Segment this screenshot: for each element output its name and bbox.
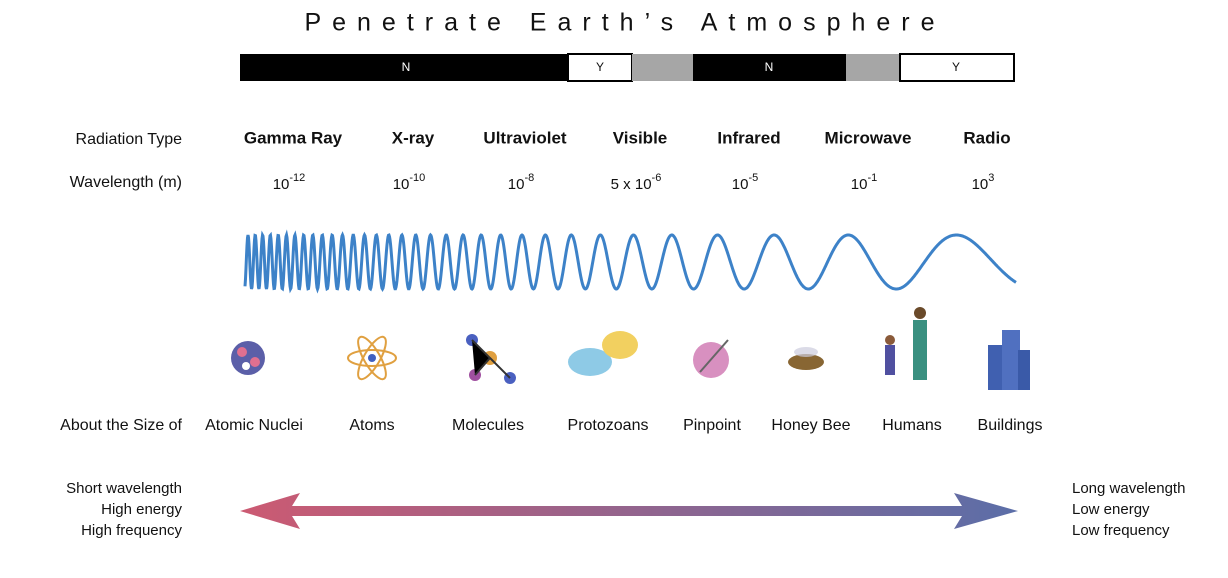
row-label: Radiation Type bbox=[76, 131, 183, 148]
spectrum-arrow bbox=[240, 493, 1018, 529]
size-item: Humans bbox=[882, 417, 942, 434]
radiation-type: Visible bbox=[613, 128, 668, 147]
wavelength-exponent: -5 bbox=[748, 172, 758, 184]
wavelength: 10-5 bbox=[732, 172, 758, 193]
radiation-type: Infrared bbox=[717, 128, 780, 147]
segment-label: N bbox=[765, 60, 774, 74]
wavelength: 10-1 bbox=[851, 172, 877, 193]
wavelength-exponent: -8 bbox=[524, 172, 534, 184]
wavelength: 103 bbox=[972, 172, 995, 193]
wavelength: 5 x 10-6 bbox=[611, 172, 662, 193]
icons bbox=[231, 307, 1030, 390]
title: Penetrate Earth’s Atmosphere bbox=[304, 9, 945, 37]
wavelength-exponent: 3 bbox=[988, 172, 994, 184]
size-item: Atoms bbox=[349, 417, 394, 434]
wavelength-base: 10 bbox=[732, 176, 749, 193]
radiation-type: Microwave bbox=[825, 128, 912, 147]
segment-label: N bbox=[402, 60, 411, 74]
atmosphere-bar: N Y N Y bbox=[240, 53, 1015, 82]
wavelength-exponent: -12 bbox=[289, 172, 305, 184]
size-item: Protozoans bbox=[568, 417, 649, 434]
right-note: Long wavelength bbox=[1072, 480, 1185, 497]
size-item: Honey Bee bbox=[771, 417, 850, 434]
wavelength: 10-12 bbox=[273, 172, 306, 193]
segment-label: Y bbox=[596, 60, 604, 74]
radiation-type: Gamma Ray bbox=[244, 128, 343, 147]
radiation-type: X-ray bbox=[392, 128, 435, 147]
segment-label: Y bbox=[952, 60, 960, 74]
wavelength-base: 10 bbox=[972, 176, 989, 193]
wavelength-base: 10 bbox=[393, 176, 410, 193]
row-label: About the Size of bbox=[60, 417, 182, 434]
wavelength-base: 10 bbox=[273, 176, 290, 193]
wavelength: 10-10 bbox=[393, 172, 426, 193]
row-label: Wavelength (m) bbox=[70, 174, 182, 191]
wavelength-base: 5 x 10 bbox=[611, 176, 652, 193]
size-item: Atomic Nuclei bbox=[205, 417, 303, 434]
wavelength: 10-8 bbox=[508, 172, 534, 193]
size-item: Buildings bbox=[978, 417, 1043, 434]
wavelength-exponent: -6 bbox=[652, 172, 662, 184]
wavelength-base: 10 bbox=[851, 176, 868, 193]
wavelength-exponent: -1 bbox=[867, 172, 877, 184]
right-note: Low energy bbox=[1072, 501, 1150, 518]
left-note: High energy bbox=[101, 501, 182, 518]
radiation-type: Radio bbox=[963, 128, 1010, 147]
wavelength-exponent: -10 bbox=[409, 172, 425, 184]
left-note: High frequency bbox=[81, 522, 182, 539]
size-item: Pinpoint bbox=[683, 417, 741, 434]
wave bbox=[243, 229, 1017, 294]
right-note: Low frequency bbox=[1072, 522, 1170, 539]
left-note: Short wavelength bbox=[66, 480, 182, 497]
size-item: Molecules bbox=[452, 417, 524, 434]
wavelength-base: 10 bbox=[508, 176, 525, 193]
radiation-type: Ultraviolet bbox=[483, 128, 566, 147]
